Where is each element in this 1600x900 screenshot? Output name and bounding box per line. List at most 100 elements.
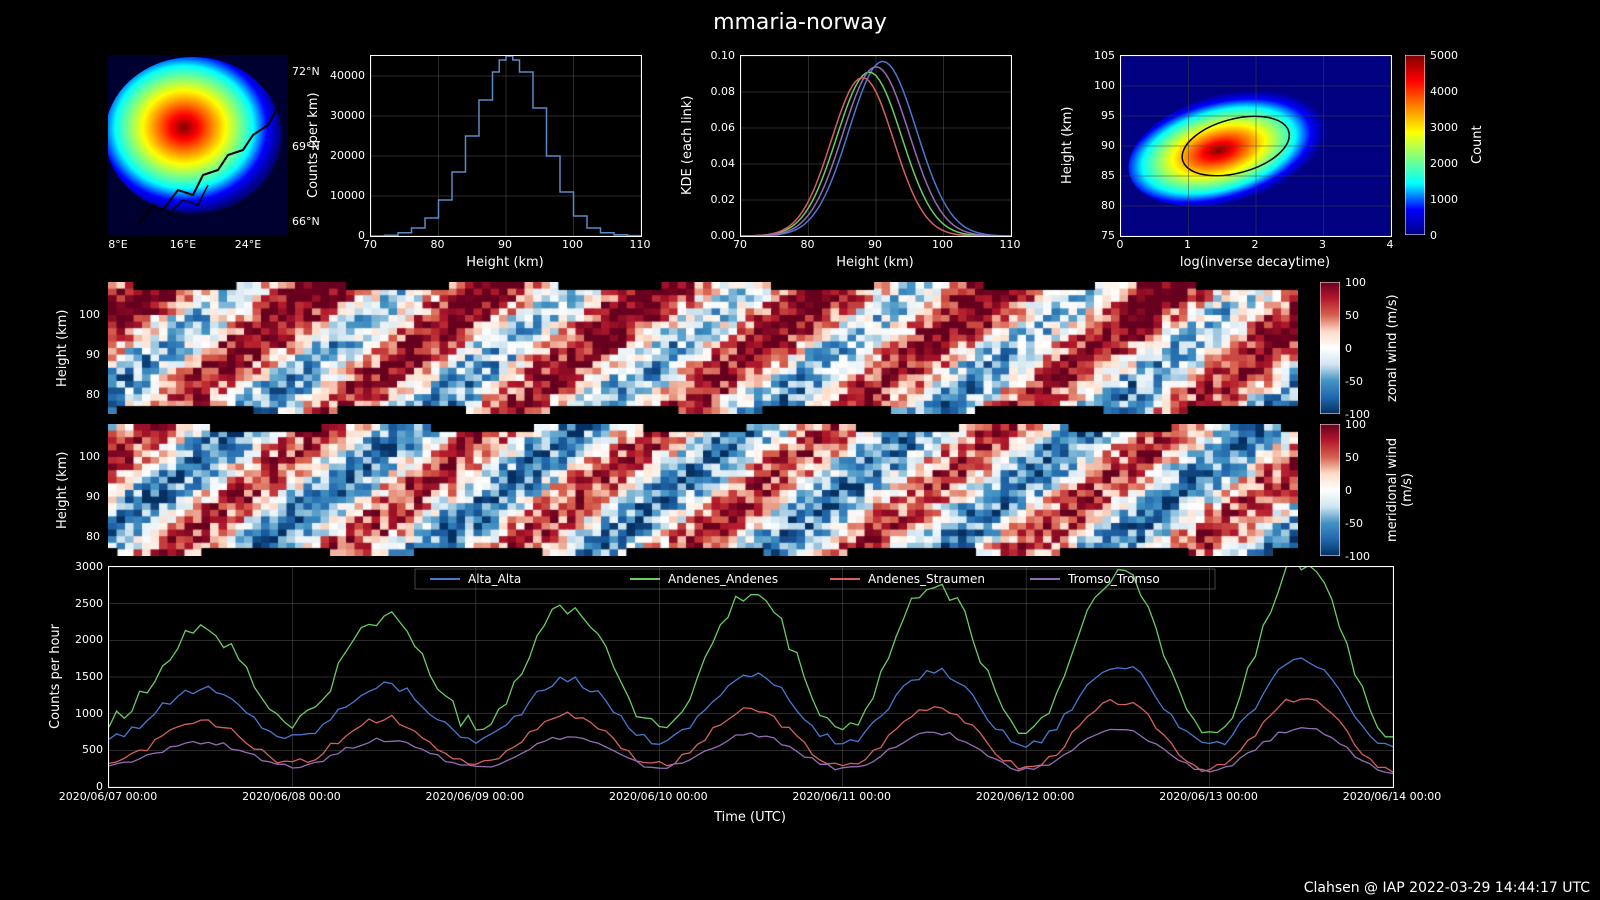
axis-tick: 4 xyxy=(1387,238,1394,251)
axis-tick: 2020/06/14 00:00 xyxy=(1343,790,1442,803)
axis-tick: 90 xyxy=(86,348,100,361)
axis-tick: 4000 xyxy=(1430,85,1458,98)
axis-tick: 90 xyxy=(868,238,882,251)
axis-tick: 0.00 xyxy=(711,229,736,242)
axis-tick: 80 xyxy=(86,530,100,543)
svg-text:Andenes_Straumen: Andenes_Straumen xyxy=(868,572,985,586)
axis-tick: -50 xyxy=(1345,517,1363,530)
axis-tick: 3 xyxy=(1319,238,1326,251)
axis-tick: 69°N xyxy=(292,140,320,153)
axis-tick: 80 xyxy=(801,238,815,251)
axis-tick: 8°E xyxy=(108,238,127,251)
axis-tick: 90 xyxy=(498,238,512,251)
axis-tick: 100 xyxy=(79,450,100,463)
zonal-cbar-label: zonal wind (m/s) xyxy=(1385,282,1400,414)
axis-tick: 500 xyxy=(82,743,103,756)
axis-tick: 3000 xyxy=(75,560,103,573)
axis-tick: 2000 xyxy=(1430,157,1458,170)
zonal-colorbar xyxy=(1320,282,1340,414)
axis-tick: 95 xyxy=(1101,109,1115,122)
merid-cbar-label: meridional wind (m/s) xyxy=(1385,424,1415,556)
axis-tick: 75 xyxy=(1101,229,1115,242)
kde-ylabel: KDE (each link) xyxy=(680,55,695,235)
merid-wind-panel xyxy=(108,424,1298,556)
map-panel xyxy=(108,55,288,235)
axis-tick: 72°N xyxy=(292,65,320,78)
hist-panel xyxy=(370,55,640,235)
axis-tick: 5000 xyxy=(1430,49,1458,62)
axis-tick: 50 xyxy=(1345,451,1359,464)
axis-tick: 0.02 xyxy=(711,193,736,206)
axis-tick: 0 xyxy=(1430,229,1437,242)
axis-tick: 110 xyxy=(630,238,651,251)
axis-tick: -100 xyxy=(1345,550,1370,563)
axis-tick: 1 xyxy=(1184,238,1191,251)
axis-tick: 80 xyxy=(1101,199,1115,212)
merid-ylabel: Height (km) xyxy=(55,424,70,556)
zonal-wind-panel xyxy=(108,282,1298,414)
axis-tick: 100 xyxy=(562,238,583,251)
page-title: mmaria-norway xyxy=(0,10,1600,35)
axis-tick: 3000 xyxy=(1430,121,1458,134)
axis-tick: 0.06 xyxy=(711,121,736,134)
axis-tick: 90 xyxy=(86,490,100,503)
axis-tick: 100 xyxy=(1345,276,1366,289)
axis-tick: 20000 xyxy=(330,149,365,162)
axis-tick: 1500 xyxy=(75,670,103,683)
counts-xlabel: Time (UTC) xyxy=(108,810,1392,825)
axis-tick: 0.04 xyxy=(711,157,736,170)
hist2d-ylabel: Height (km) xyxy=(1060,55,1075,235)
kde-panel xyxy=(740,55,1010,235)
hist-xlabel: Height (km) xyxy=(370,255,640,270)
axis-tick: 70 xyxy=(733,238,747,251)
axis-tick: 100 xyxy=(79,308,100,321)
axis-tick: 2000 xyxy=(75,633,103,646)
axis-tick: 2020/06/11 00:00 xyxy=(792,790,891,803)
axis-tick: 0.10 xyxy=(711,49,736,62)
axis-tick: 2020/06/09 00:00 xyxy=(426,790,525,803)
axis-tick: 66°N xyxy=(292,215,320,228)
axis-tick: 0 xyxy=(1345,484,1352,497)
hist2d-colorbar xyxy=(1405,55,1425,235)
axis-tick: 100 xyxy=(932,238,953,251)
axis-tick: 2020/06/10 00:00 xyxy=(609,790,708,803)
zonal-ylabel: Height (km) xyxy=(55,282,70,414)
axis-tick: 100 xyxy=(1094,79,1115,92)
svg-text:Alta_Alta: Alta_Alta xyxy=(468,572,521,586)
axis-tick: 100 xyxy=(1345,418,1366,431)
axis-tick: 0 xyxy=(1345,342,1352,355)
kde-xlabel: Height (km) xyxy=(740,255,1010,270)
axis-tick: 85 xyxy=(1101,169,1115,182)
axis-tick: 30000 xyxy=(330,109,365,122)
axis-tick: 2020/06/13 00:00 xyxy=(1159,790,1258,803)
axis-tick: 24°E xyxy=(235,238,261,251)
axis-tick: 0 xyxy=(1117,238,1124,251)
axis-tick: 2020/06/08 00:00 xyxy=(242,790,341,803)
hist2d-panel xyxy=(1120,55,1390,235)
axis-tick: 2 xyxy=(1252,238,1259,251)
axis-tick: 105 xyxy=(1094,49,1115,62)
hist2d-xlabel: log(inverse decaytime) xyxy=(1120,255,1390,270)
axis-tick: 80 xyxy=(86,388,100,401)
axis-tick: 10000 xyxy=(330,189,365,202)
axis-tick: 110 xyxy=(1000,238,1021,251)
axis-tick: 90 xyxy=(1101,139,1115,152)
counts-panel: Alta_Alta Andenes_Andenes Andenes_Straumen… xyxy=(108,566,1394,788)
axis-tick: 1000 xyxy=(1430,193,1458,206)
svg-text:Tromso_Tromso: Tromso_Tromso xyxy=(1067,572,1160,586)
axis-tick: 16°E xyxy=(170,238,196,251)
footer-text: Clahsen @ IAP 2022-03-29 14:44:17 UTC xyxy=(1304,880,1590,896)
axis-tick: 2020/06/12 00:00 xyxy=(976,790,1075,803)
axis-tick: 1000 xyxy=(75,707,103,720)
hist2d-cbar-label: Count xyxy=(1470,55,1485,235)
axis-tick: 2500 xyxy=(75,597,103,610)
axis-tick: 40000 xyxy=(330,69,365,82)
axis-tick: 70 xyxy=(363,238,377,251)
merid-colorbar xyxy=(1320,424,1340,556)
axis-tick: -50 xyxy=(1345,375,1363,388)
svg-text:Andenes_Andenes: Andenes_Andenes xyxy=(668,572,778,586)
axis-tick: 0.08 xyxy=(711,85,736,98)
axis-tick: 50 xyxy=(1345,309,1359,322)
counts-ylabel: Counts per hour xyxy=(48,566,63,786)
axis-tick: 2020/06/07 00:00 xyxy=(59,790,158,803)
